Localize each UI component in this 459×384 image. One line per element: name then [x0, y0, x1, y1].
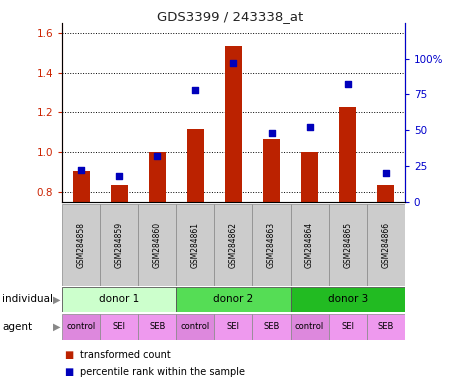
- Bar: [176, 287, 290, 312]
- Text: donor 2: donor 2: [213, 294, 253, 305]
- Bar: [176, 204, 214, 286]
- Text: GSM284860: GSM284860: [152, 222, 162, 268]
- Bar: [73, 171, 90, 202]
- Text: GSM284859: GSM284859: [114, 222, 123, 268]
- Point: [115, 173, 123, 179]
- Text: GDS3399 / 243338_at: GDS3399 / 243338_at: [157, 10, 302, 23]
- Text: SEI: SEI: [226, 322, 240, 331]
- Bar: [214, 204, 252, 286]
- Bar: [290, 287, 404, 312]
- Bar: [366, 314, 404, 340]
- Bar: [252, 204, 290, 286]
- Point: [343, 81, 351, 88]
- Bar: [138, 314, 176, 340]
- Bar: [290, 314, 328, 340]
- Text: control: control: [294, 322, 324, 331]
- Text: donor 1: donor 1: [99, 294, 139, 305]
- Bar: [62, 287, 176, 312]
- Text: GSM284863: GSM284863: [266, 222, 275, 268]
- Text: SEI: SEI: [112, 322, 125, 331]
- Text: ▶: ▶: [53, 294, 60, 305]
- Bar: [148, 152, 166, 202]
- Text: donor 3: donor 3: [327, 294, 367, 305]
- Text: SEB: SEB: [377, 322, 393, 331]
- Text: agent: agent: [2, 322, 32, 332]
- Text: SEB: SEB: [149, 322, 165, 331]
- Point: [77, 167, 84, 173]
- Bar: [328, 204, 366, 286]
- Text: ■: ■: [64, 350, 73, 360]
- Point: [153, 153, 161, 159]
- Bar: [214, 314, 252, 340]
- Point: [305, 124, 313, 131]
- Bar: [100, 204, 138, 286]
- Bar: [290, 204, 328, 286]
- Text: SEB: SEB: [263, 322, 279, 331]
- Text: ▶: ▶: [53, 322, 60, 332]
- Bar: [111, 185, 128, 202]
- Text: transformed count: transformed count: [80, 350, 171, 360]
- Text: percentile rank within the sample: percentile rank within the sample: [80, 367, 245, 377]
- Bar: [328, 314, 366, 340]
- Bar: [138, 204, 176, 286]
- Bar: [366, 204, 404, 286]
- Text: GSM284866: GSM284866: [381, 222, 389, 268]
- Text: GSM284858: GSM284858: [77, 222, 85, 268]
- Text: SEI: SEI: [341, 322, 353, 331]
- Bar: [376, 185, 393, 202]
- Text: control: control: [67, 322, 95, 331]
- Bar: [263, 139, 280, 202]
- Bar: [176, 314, 214, 340]
- Point: [267, 130, 274, 136]
- Bar: [252, 314, 290, 340]
- Point: [191, 87, 199, 93]
- Text: GSM284865: GSM284865: [342, 222, 352, 268]
- Bar: [62, 204, 100, 286]
- Text: ■: ■: [64, 367, 73, 377]
- Bar: [186, 129, 203, 202]
- Text: individual: individual: [2, 294, 53, 305]
- Point: [230, 60, 237, 66]
- Bar: [224, 46, 241, 202]
- Bar: [62, 314, 100, 340]
- Bar: [338, 108, 355, 202]
- Text: GSM284864: GSM284864: [304, 222, 313, 268]
- Text: GSM284862: GSM284862: [229, 222, 237, 268]
- Bar: [100, 314, 138, 340]
- Text: control: control: [180, 322, 210, 331]
- Bar: [300, 152, 318, 202]
- Point: [381, 170, 389, 176]
- Text: GSM284861: GSM284861: [190, 222, 200, 268]
